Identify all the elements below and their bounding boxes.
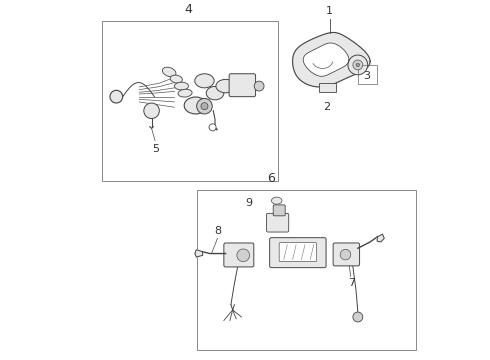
Bar xyxy=(358,65,377,84)
Circle shape xyxy=(110,90,122,103)
Ellipse shape xyxy=(178,89,192,97)
Ellipse shape xyxy=(162,67,176,77)
Text: 9: 9 xyxy=(245,198,253,208)
Circle shape xyxy=(237,249,249,262)
Circle shape xyxy=(144,103,159,118)
Text: 2: 2 xyxy=(323,102,331,112)
Ellipse shape xyxy=(174,82,189,90)
Text: 6: 6 xyxy=(268,172,275,185)
Text: 8: 8 xyxy=(214,226,221,235)
FancyBboxPatch shape xyxy=(279,243,317,262)
Circle shape xyxy=(209,124,216,131)
FancyBboxPatch shape xyxy=(224,243,254,267)
Text: 5: 5 xyxy=(153,144,160,154)
Text: 4: 4 xyxy=(185,3,193,15)
Ellipse shape xyxy=(254,81,264,91)
Circle shape xyxy=(356,63,360,67)
FancyBboxPatch shape xyxy=(270,238,326,267)
Ellipse shape xyxy=(206,86,224,100)
Text: 7: 7 xyxy=(348,278,355,288)
FancyBboxPatch shape xyxy=(267,213,289,232)
Text: 1: 1 xyxy=(326,6,333,16)
Ellipse shape xyxy=(271,197,282,204)
FancyBboxPatch shape xyxy=(333,243,360,266)
FancyBboxPatch shape xyxy=(229,74,256,97)
Polygon shape xyxy=(377,234,384,242)
FancyBboxPatch shape xyxy=(319,82,336,93)
Polygon shape xyxy=(195,250,203,257)
FancyBboxPatch shape xyxy=(273,205,285,216)
Ellipse shape xyxy=(170,75,182,83)
Polygon shape xyxy=(293,32,370,87)
Circle shape xyxy=(348,55,368,75)
Circle shape xyxy=(201,103,208,110)
Circle shape xyxy=(353,60,363,70)
Circle shape xyxy=(196,98,212,114)
Ellipse shape xyxy=(195,74,214,88)
Polygon shape xyxy=(303,43,349,76)
Ellipse shape xyxy=(216,80,235,93)
Bar xyxy=(197,190,416,351)
Circle shape xyxy=(340,249,351,260)
Text: 3: 3 xyxy=(363,71,370,81)
Bar xyxy=(102,21,278,181)
Ellipse shape xyxy=(184,97,207,114)
Circle shape xyxy=(353,312,363,322)
